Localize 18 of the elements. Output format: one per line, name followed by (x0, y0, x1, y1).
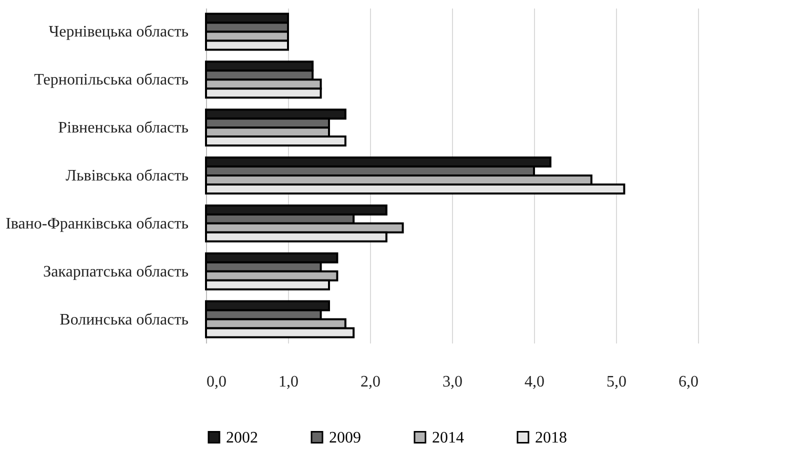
x-tick-label: 2,0 (360, 374, 380, 390)
legend-label: 2009 (329, 429, 361, 446)
y-tick-label: Волинська область (60, 311, 188, 328)
legend-label: 2014 (432, 429, 464, 446)
x-tick-label: 3,0 (442, 374, 462, 390)
legend-label: 2018 (535, 429, 567, 446)
y-tick-label: Івано-Франківська область (6, 215, 188, 232)
legend-label: 2002 (226, 429, 258, 446)
y-tick-label: Рівненська область (58, 120, 188, 137)
x-tick-label: 4,0 (524, 374, 544, 390)
x-tick-label: 1,0 (278, 374, 298, 390)
x-tick-label: 0,0 (206, 374, 226, 390)
x-tick-label: 5,0 (606, 374, 626, 390)
y-tick-label: Тернопільська область (34, 72, 188, 89)
y-tick-label: Чернівецька область (48, 24, 188, 41)
y-tick-label: Львівська область (66, 168, 188, 184)
x-tick-label: 6,0 (678, 374, 698, 390)
y-tick-label: Закарпатська область (43, 263, 188, 280)
